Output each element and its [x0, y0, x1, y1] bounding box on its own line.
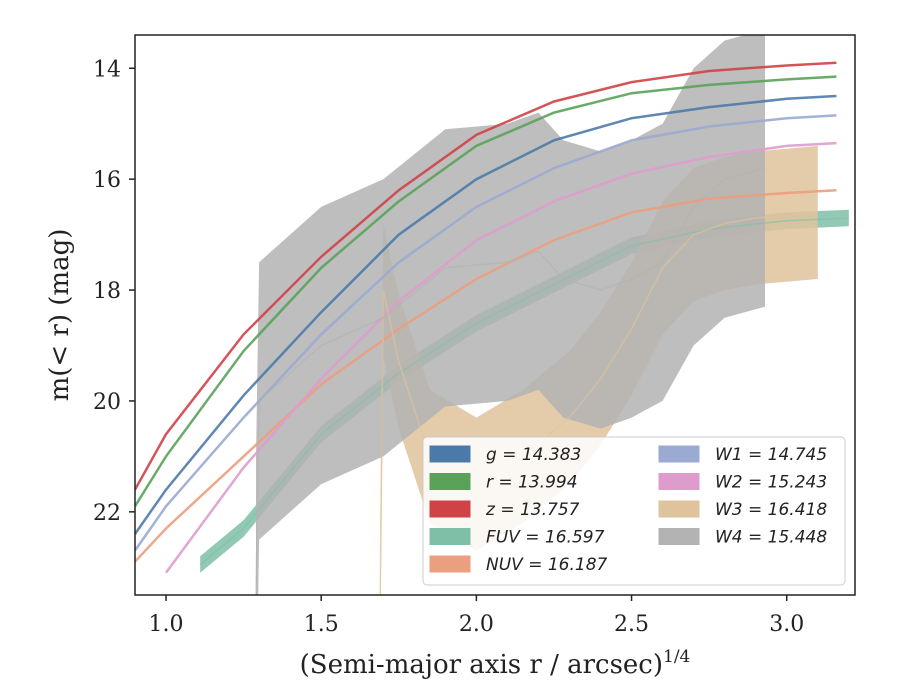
line-z [135, 61, 837, 491]
legend-label-nuv: NUV = 16.187 [486, 555, 608, 575]
legend-swatch-w1 [658, 445, 700, 463]
series-lines [135, 61, 849, 595]
legend-swatch-r [429, 473, 471, 490]
line-g [135, 94, 837, 535]
line-nuv [135, 188, 837, 563]
legend-label-g: g = 14.383 [486, 445, 581, 465]
y-axis-ticks: 14 16 18 20 22 [93, 57, 135, 526]
legend-swatch-fuv [429, 528, 471, 545]
legend-label-w2: W2 = 15.243 [715, 473, 827, 493]
y-tick-label: 20 [93, 390, 121, 415]
legend-swatch-w4 [658, 528, 700, 545]
y-tick-label: 14 [93, 57, 121, 82]
x-axis-label: (Semi-major axis r / arcsec)1/4 [300, 647, 691, 680]
y-tick-label: 22 [93, 501, 121, 526]
band-w4 [256, 35, 765, 595]
y-tick-label: 16 [93, 168, 121, 193]
line-w1 [135, 114, 837, 552]
x-axis-label-superscript: 1/4 [663, 647, 690, 667]
legend-swatch-nuv [429, 555, 471, 573]
legend-label-w4: W4 = 15.448 [715, 528, 827, 548]
legend-swatch-w3 [658, 500, 700, 518]
y-axis-label: m(< r) (mag) [45, 229, 75, 402]
legend-swatch-g [429, 445, 471, 463]
legend-label-w1: W1 = 14.745 [715, 445, 827, 465]
line-r [135, 75, 837, 507]
line-w4 [255, 167, 766, 595]
x-tick-label: 1.0 [149, 612, 184, 637]
legend-label-z: z = 13.757 [485, 500, 580, 520]
x-tick-label: 1.5 [304, 612, 339, 637]
legend-swatch-z [429, 500, 471, 518]
legend-label-r: r = 13.994 [486, 473, 578, 493]
y-tick-label: 18 [93, 279, 121, 304]
plot-frame [134, 34, 856, 596]
legend: g = 14.383 r = 13.994 z = 13.757 FUV = 16.5… [422, 436, 846, 586]
line-w3 [379, 211, 818, 595]
x-axis-ticks: 1.0 1.5 2.0 2.5 3.0 [149, 595, 804, 637]
x-tick-label: 2.5 [614, 612, 649, 637]
legend-frame [422, 436, 846, 586]
line-w2 [164, 141, 837, 574]
x-tick-label: 2.0 [459, 612, 494, 637]
line-fuv [199, 217, 849, 566]
legend-swatch-w2 [658, 473, 700, 490]
x-tick-label: 3.0 [769, 612, 804, 637]
legend-label-fuv: FUV = 16.597 [486, 528, 605, 548]
legend-label-w3: W3 = 16.418 [715, 500, 827, 520]
series-bands [200, 35, 849, 595]
